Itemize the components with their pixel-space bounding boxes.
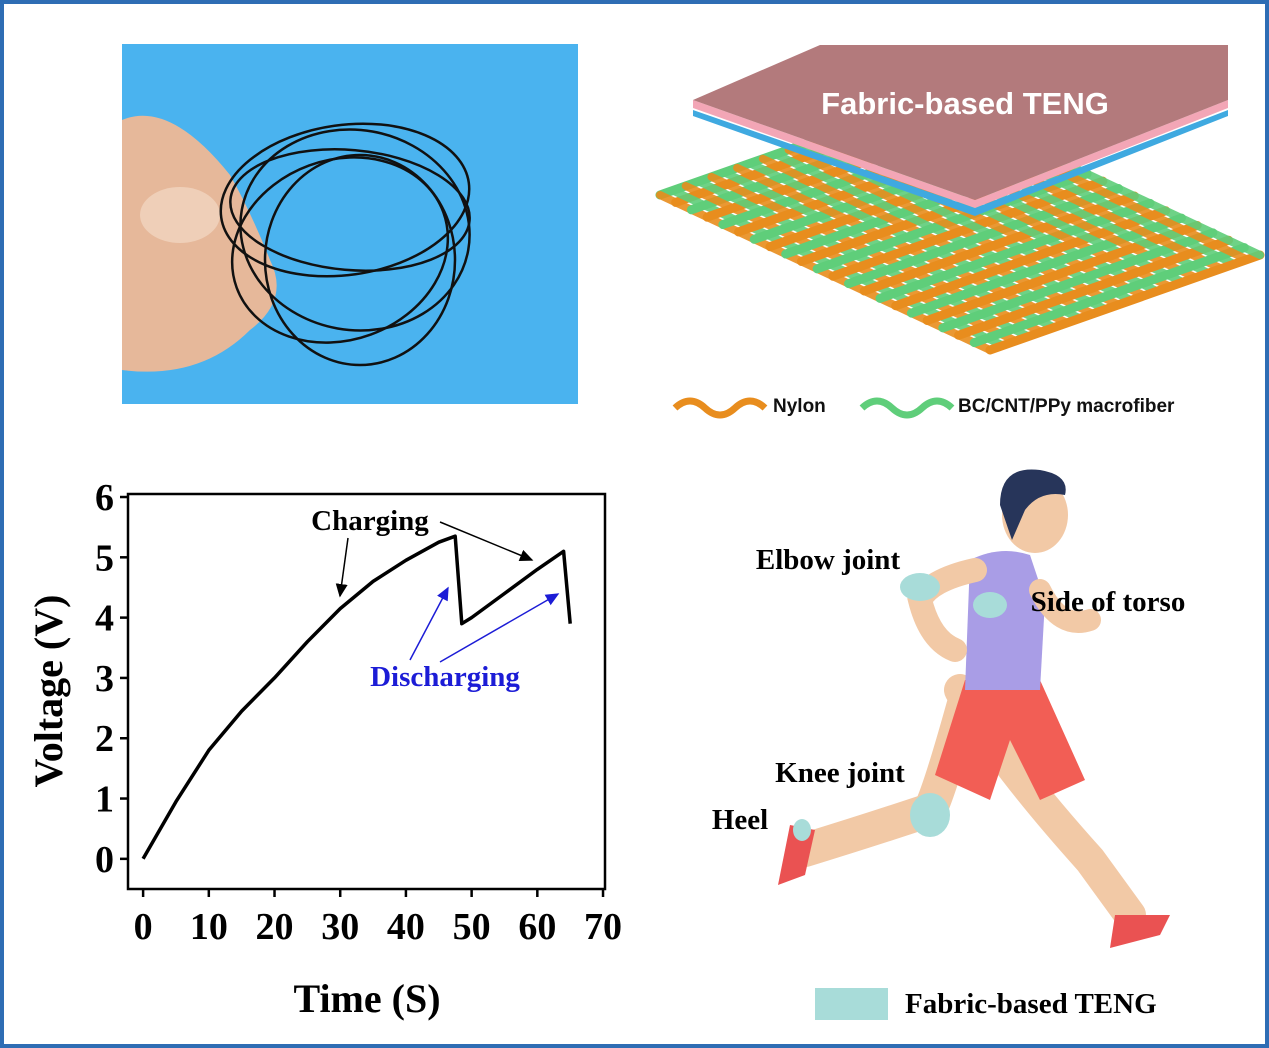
knee-patch: [910, 793, 950, 837]
legend-label: BC/CNT/PPy macrofiber: [958, 396, 1175, 417]
back-shoe: [1110, 915, 1170, 948]
annotation-arrow: [409, 586, 449, 661]
y-tick-label: 5: [95, 537, 114, 579]
torso-patch: [973, 592, 1007, 618]
plate-label: Fabric-based TENG: [821, 86, 1109, 121]
weave-thread: [681, 181, 1020, 345]
y-tick-label: 2: [95, 718, 114, 760]
plot-frame: [126, 492, 607, 891]
weave-thread: [906, 213, 1186, 318]
weave-thread: [891, 206, 1171, 311]
x-tick-label: 50: [453, 906, 491, 948]
weave-thread: [844, 184, 1124, 289]
front-shoe: [778, 825, 815, 885]
weave-thread: [784, 145, 1123, 309]
weave-thread: [828, 176, 1108, 281]
weave-thread: [771, 150, 1110, 314]
teng-patches: [793, 573, 1007, 841]
annotation-arrow: [439, 521, 534, 561]
weave-thread: [720, 168, 1059, 332]
annotation-arrows: [335, 521, 560, 663]
x-axis-label: Time (S): [293, 976, 440, 1021]
x-tick-label: 60: [518, 906, 556, 948]
x-tick-label: 70: [584, 906, 622, 948]
annotation: Discharging: [370, 661, 520, 693]
weave-thread: [733, 163, 1072, 327]
legend-label: Fabric-based TENG: [905, 988, 1157, 1020]
y-tick-label: 1: [95, 779, 114, 821]
shirt: [965, 551, 1045, 690]
body-label: Elbow joint: [756, 544, 901, 576]
x-tick-label: 10: [190, 906, 228, 948]
plate-top: [693, 45, 1228, 200]
weave-thread: [938, 228, 1218, 333]
fiber-loops: [219, 122, 471, 367]
weave-thread: [875, 198, 1155, 303]
hair: [1000, 469, 1066, 540]
weave-thread: [707, 172, 1046, 336]
heel-patch: [793, 819, 811, 841]
y-axis-label: Voltage (V): [26, 595, 71, 788]
chart: Time (S) Voltage (V) Charging Dischargin…: [26, 477, 622, 1021]
teng-diagram: Fabric-based TENG Nylon BC/CNT/PPy macro…: [655, 45, 1265, 419]
runner-illustration: Elbow joint Side of torso Knee joint Hee…: [712, 469, 1186, 1020]
weave-thread: [694, 177, 1033, 341]
weave-thread: [812, 169, 1092, 274]
weave-thread: [969, 243, 1249, 348]
weave-thread: [922, 220, 1202, 325]
legend-swatch: [815, 988, 888, 1020]
x-tick-label: 40: [387, 906, 425, 948]
hand: [122, 115, 277, 372]
y-tick-label: 6: [95, 477, 114, 519]
legend-label: Nylon: [773, 396, 826, 417]
shorts: [935, 680, 1085, 800]
annotation-arrow: [335, 537, 349, 598]
data-line: [141, 534, 572, 860]
front-arm: [1029, 579, 1101, 633]
body-label: Heel: [712, 804, 768, 836]
nylon-swatch: [672, 397, 768, 419]
y-tick-label: 4: [95, 598, 114, 640]
weave-thread: [985, 250, 1265, 355]
elbow-patch: [900, 573, 940, 601]
weave-thread: [668, 186, 1007, 350]
macrofiber-swatch: [859, 397, 955, 419]
weave-thread: [954, 235, 1234, 340]
y-tick-label: 0: [95, 839, 114, 881]
weave-thread: [758, 154, 1097, 318]
weave-thread: [859, 191, 1139, 296]
x-tick-label: 20: [256, 906, 294, 948]
annotation: Charging: [311, 505, 429, 537]
body-label: Knee joint: [775, 757, 905, 789]
fiber-photo: [122, 44, 578, 404]
y-tick-label: 3: [95, 658, 114, 700]
weave-thread: [656, 191, 994, 354]
annotation-arrow: [439, 593, 560, 663]
x-tick-label: 0: [134, 906, 153, 948]
x-tick-label: 30: [321, 906, 359, 948]
weave-thread: [746, 159, 1084, 323]
body-label: Side of torso: [1031, 586, 1186, 618]
thumb: [140, 187, 220, 243]
